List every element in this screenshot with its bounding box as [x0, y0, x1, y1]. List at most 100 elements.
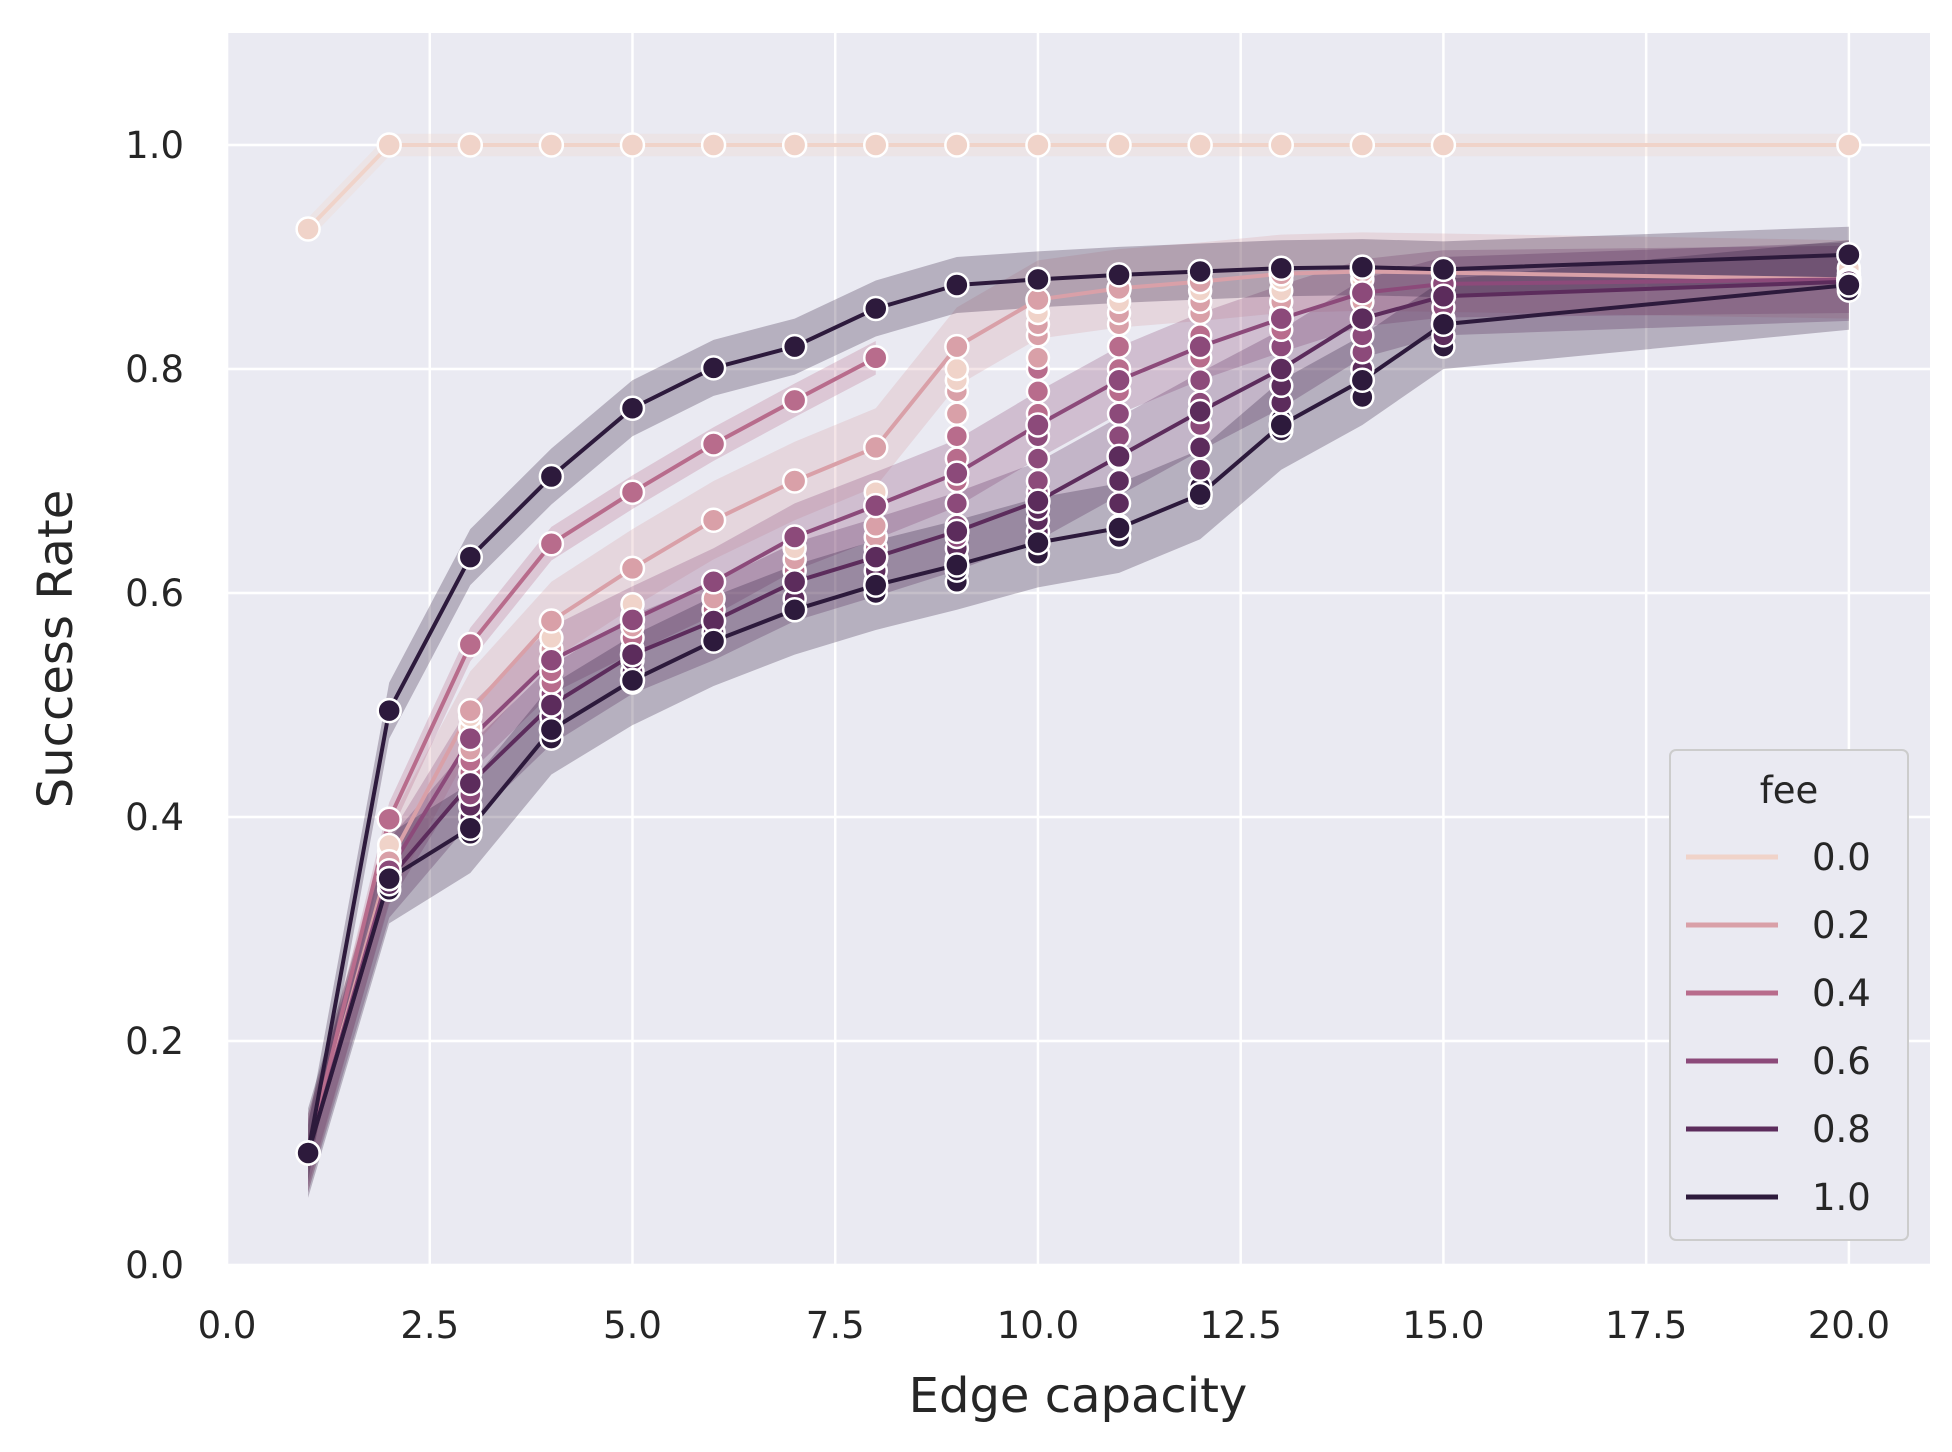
- confidence-band: [308, 245, 1849, 1187]
- scatter-point: [1187, 435, 1213, 460]
- data-point: [619, 395, 646, 421]
- data-point: [619, 607, 646, 633]
- data-point: [538, 132, 565, 158]
- y-tick-label: 0.4: [125, 796, 184, 839]
- data-point: [538, 716, 565, 743]
- y-tick-label: 1.0: [125, 124, 184, 167]
- y-tick-label: 0.6: [125, 572, 184, 615]
- data-point: [863, 572, 889, 598]
- series-line: [306, 269, 1849, 1154]
- data-point: [538, 608, 565, 634]
- series-line: [306, 356, 877, 1154]
- data-point: [1836, 272, 1862, 298]
- scatter-point: [1025, 379, 1051, 404]
- data-point: [1187, 132, 1213, 158]
- data-point: [700, 431, 727, 457]
- scatter-point: [1187, 457, 1213, 483]
- data-point: [538, 463, 565, 490]
- data-point: [781, 132, 808, 158]
- scatter-point: [1106, 468, 1132, 494]
- data-point: [700, 132, 727, 158]
- data-point: [1025, 488, 1051, 514]
- data-point: [538, 647, 565, 673]
- legend-label: 1.0: [1812, 1176, 1871, 1219]
- data-point: [295, 1140, 321, 1166]
- data-point: [944, 272, 970, 298]
- legend-box: [1669, 749, 1909, 1241]
- data-point: [457, 132, 484, 158]
- series-lines: [306, 143, 1850, 1154]
- data-point: [1430, 132, 1457, 158]
- scatter-point: [944, 491, 970, 516]
- data-point: [1836, 242, 1862, 268]
- scatter-point: [1187, 367, 1213, 393]
- data-point: [863, 434, 889, 461]
- legend: fee 0.0 0.2 0.4 0.6 0.8 1.0: [1669, 749, 1909, 1241]
- data-point: [1187, 258, 1213, 285]
- data-point: [457, 697, 484, 724]
- data-point: [1187, 481, 1213, 508]
- data-point: [1268, 255, 1294, 281]
- x-tick-label: 20.0: [1808, 1304, 1890, 1347]
- scatter-point: [1106, 334, 1132, 359]
- data-point: [1268, 356, 1294, 382]
- data-point: [376, 806, 402, 832]
- scatter-point: [944, 423, 970, 449]
- series-line: [306, 277, 1849, 1154]
- y-tick-label: 0.2: [125, 1020, 184, 1063]
- scatter-point: [1025, 345, 1051, 371]
- data-point: [1268, 132, 1294, 158]
- data-point: [619, 479, 646, 505]
- data-point: [619, 132, 646, 158]
- series-line: [306, 143, 1849, 231]
- data-point: [619, 641, 646, 668]
- data-point: [295, 216, 321, 242]
- y-tick-label: 0.8: [125, 348, 184, 391]
- data-point: [781, 468, 808, 494]
- x-tick-label: 7.5: [806, 1304, 865, 1347]
- data-point: [1349, 280, 1376, 306]
- data-point: [700, 628, 727, 654]
- legend-label: 0.0: [1812, 836, 1871, 879]
- data-point: [944, 552, 970, 578]
- data-point: [376, 865, 402, 892]
- data-point: [1106, 515, 1132, 541]
- legend-title: fee: [1760, 769, 1819, 812]
- x-axis-title: Edge capacity: [909, 1368, 1248, 1424]
- confidence-band: [308, 341, 876, 1170]
- data-point: [538, 692, 565, 718]
- data-point: [619, 667, 646, 694]
- x-tick-label: 2.5: [400, 1304, 459, 1347]
- data-point: [863, 132, 889, 158]
- x-tick-labels: 0.0 2.5 5.0 7.5 10.0 12.5 15.0 17.5 20.0: [198, 1304, 1891, 1347]
- data-point: [863, 492, 889, 519]
- data-point: [781, 524, 808, 550]
- data-point: [1349, 254, 1376, 280]
- data-points: [295, 132, 1862, 1166]
- data-point: [457, 725, 484, 752]
- legend-label: 0.8: [1812, 1108, 1871, 1151]
- data-point: [700, 355, 727, 381]
- data-point: [944, 132, 970, 158]
- scatter-point: [1025, 446, 1051, 471]
- data-point: [700, 507, 727, 533]
- legend-label: 0.4: [1812, 972, 1871, 1015]
- data-point: [376, 697, 402, 724]
- legend-entries: 0.0 0.2 0.4 0.6 0.8 1.0: [1686, 836, 1871, 1219]
- data-point: [1187, 398, 1213, 425]
- data-point: [781, 597, 808, 623]
- series-line: [306, 283, 1850, 1154]
- scatter-point: [944, 356, 970, 382]
- series-line: [306, 252, 1849, 1154]
- data-point: [700, 569, 727, 595]
- data-point: [781, 387, 808, 414]
- data-point: [944, 460, 970, 486]
- data-point: [944, 518, 970, 545]
- data-point: [863, 345, 889, 371]
- data-point: [1106, 367, 1132, 393]
- legend-label: 0.6: [1812, 1040, 1871, 1083]
- confidence-band: [308, 240, 1849, 1198]
- data-point: [457, 631, 484, 658]
- legend-label: 0.2: [1812, 904, 1871, 947]
